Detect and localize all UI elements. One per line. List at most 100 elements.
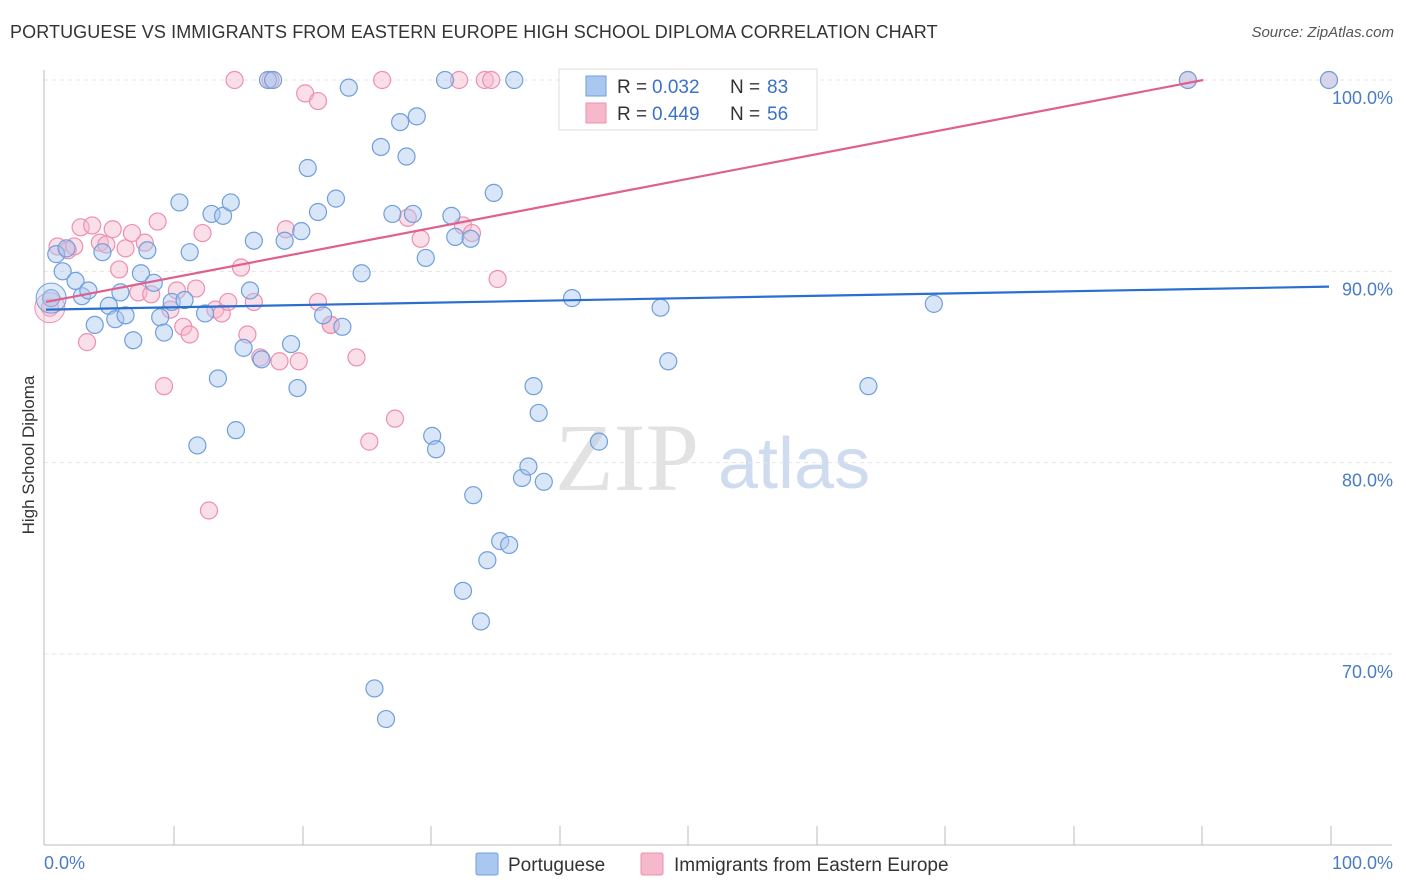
portuguese-point (1319, 70, 1339, 90)
portuguese-point (258, 70, 278, 90)
stats-r-label-portuguese: R = (617, 77, 647, 98)
portuguese-point (79, 281, 98, 300)
series-portuguese-points (35, 70, 1339, 729)
immigrants-point (373, 70, 392, 90)
portuguese-point (57, 239, 76, 258)
immigrants-point (231, 258, 251, 277)
immigrants-point (116, 239, 135, 258)
x-tick-label-min: 0.0% (44, 853, 85, 873)
immigrants-point (167, 281, 186, 300)
immigrants-point (148, 212, 167, 231)
watermark-atlas: atlas (718, 424, 870, 504)
immigrants-point (122, 223, 142, 243)
portuguese-point (314, 306, 333, 325)
portuguese-point (221, 193, 240, 212)
portuguese-point (442, 206, 461, 225)
y-tick-label: 100.0% (1332, 88, 1393, 108)
portuguese-point (131, 264, 151, 283)
immigrants-point (110, 260, 129, 279)
immigrants-point (488, 269, 507, 289)
immigrants-point (71, 218, 90, 237)
portuguese-point (234, 338, 253, 357)
series-legend: Portuguese Immigrants from Eastern Europ… (475, 852, 949, 876)
chart-title: PORTUGUESE VS IMMIGRANTS FROM EASTERN EU… (10, 22, 938, 42)
portuguese-point (106, 310, 125, 329)
x-axis-ticks (43, 826, 1332, 845)
x-tick-label-max: 100.0% (1332, 853, 1393, 873)
portuguese-point (213, 206, 233, 225)
trend-line-portuguese (45, 285, 1330, 311)
portuguese-point (534, 472, 553, 491)
y-tick-label: 80.0% (1342, 471, 1393, 491)
portuguese-point (208, 369, 228, 388)
portuguese-point (562, 289, 582, 308)
portuguese-point (240, 281, 260, 300)
stats-r-value-immigrants: 0.449 (652, 104, 700, 125)
portuguese-point (252, 350, 271, 369)
portuguese-point (651, 298, 670, 317)
portuguese-point (226, 421, 245, 440)
portuguese-point (589, 432, 609, 451)
portuguese-point (924, 294, 943, 313)
immigrants-point (475, 70, 494, 90)
y-tick-label: 70.0% (1342, 662, 1393, 682)
y-tick-labels: 100.0% 90.0% 80.0% 70.0% (1332, 88, 1393, 682)
portuguese-point (244, 231, 263, 250)
immigrants-point (187, 279, 206, 298)
immigrants-point (270, 352, 289, 371)
portuguese-point (512, 468, 532, 488)
portuguese-point (66, 271, 85, 290)
portuguese-point (383, 204, 402, 224)
portuguese-point (275, 231, 294, 250)
portuguese-point (180, 243, 199, 262)
portuguese-point (859, 377, 878, 396)
immigrants-point (193, 223, 212, 243)
portuguese-point (85, 315, 104, 335)
trend-line-immigrants (45, 78, 1204, 304)
immigrants-point (83, 216, 102, 235)
immigrants-point (161, 300, 180, 319)
portuguese-point (461, 229, 480, 248)
portuguese-point (519, 457, 538, 476)
portuguese-point (371, 137, 390, 157)
portuguese-point (308, 202, 328, 222)
gridlines (44, 79, 1392, 655)
immigrants-point (360, 432, 379, 451)
portuguese-point (188, 436, 207, 455)
portuguese-point (426, 440, 446, 459)
legend-swatch-portuguese (475, 852, 499, 876)
legend-label-immigrants: Immigrants from Eastern Europe (674, 855, 949, 876)
portuguese-point (333, 317, 352, 336)
portuguese-point (529, 403, 548, 423)
portuguese-point (124, 331, 143, 350)
immigrants-point (225, 70, 244, 90)
watermark-zip: ZIP (555, 404, 699, 511)
portuguese-point (524, 377, 543, 396)
portuguese-point (484, 183, 503, 202)
portuguese-point (352, 264, 371, 283)
immigrants-point (411, 229, 430, 248)
portuguese-point (339, 78, 358, 97)
stats-r-value-portuguese: 0.032 (652, 77, 700, 98)
portuguese-point (453, 581, 473, 600)
portuguese-point (288, 378, 307, 398)
stats-n-value-portuguese: 83 (767, 77, 788, 98)
portuguese-point (281, 334, 301, 354)
portuguese-point (659, 352, 678, 371)
portuguese-point (298, 158, 317, 178)
portuguese-point (423, 426, 442, 445)
immigrants-point (450, 70, 469, 90)
y-axis-title: High School Diploma (19, 375, 38, 534)
portuguese-point (446, 227, 465, 246)
immigrants-point (321, 315, 340, 335)
portuguese-point (376, 709, 396, 729)
stats-n-label-immigrants: N = (730, 104, 760, 125)
immigrants-point (77, 333, 97, 352)
portuguese-point (435, 70, 455, 90)
y-tick-label: 90.0% (1342, 279, 1393, 299)
stats-n-label-portuguese: N = (730, 77, 760, 98)
portuguese-point (397, 147, 416, 166)
source-credit: Source: ZipAtlas.com (1251, 24, 1394, 41)
portuguese-point (407, 107, 426, 126)
